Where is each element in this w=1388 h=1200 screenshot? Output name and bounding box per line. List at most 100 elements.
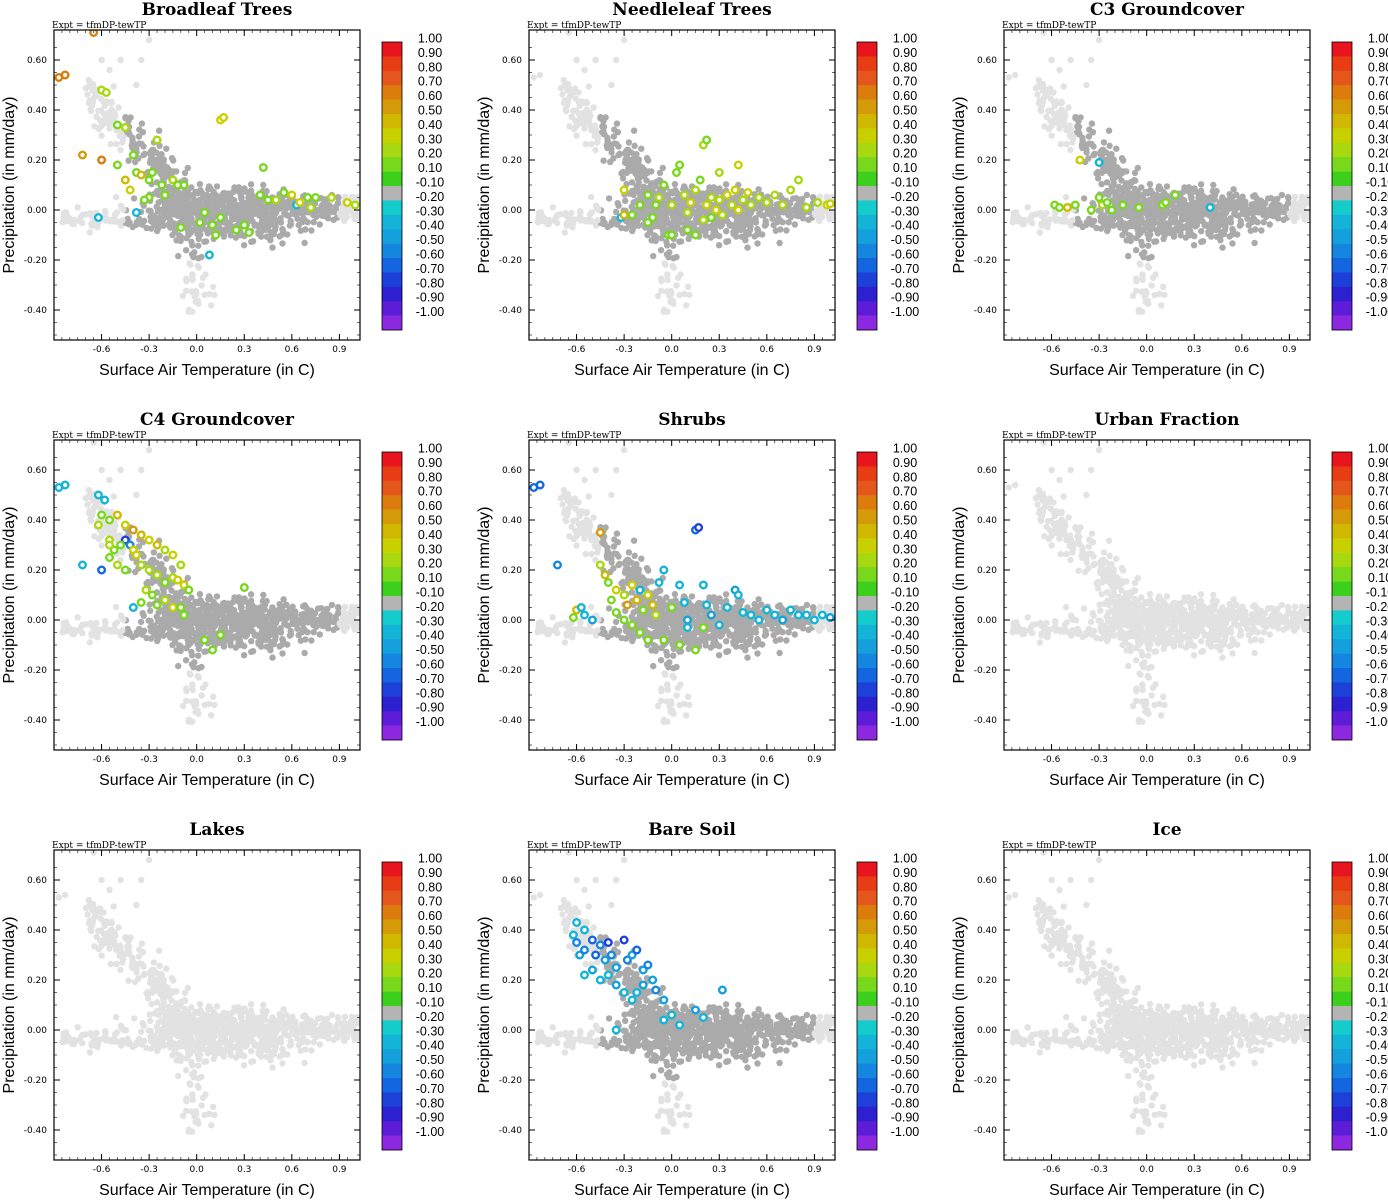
colorbar-box bbox=[857, 42, 877, 57]
background-point bbox=[1280, 216, 1287, 223]
highlighted-point bbox=[698, 215, 708, 225]
background-point bbox=[1198, 228, 1205, 235]
background-point bbox=[1138, 238, 1145, 246]
experiment-label: Expt = tfmDP-tewTP bbox=[52, 21, 146, 31]
background-point bbox=[1069, 135, 1077, 142]
colorbar-label: -0.10 bbox=[891, 176, 920, 190]
background-point bbox=[136, 217, 143, 224]
panel-title: C3 Groundcover bbox=[1090, 0, 1245, 20]
background-point bbox=[110, 83, 117, 90]
y-tick-label: 0.00 bbox=[977, 206, 997, 216]
background-point bbox=[658, 203, 666, 211]
background-point bbox=[183, 220, 190, 227]
background-point bbox=[1199, 238, 1207, 245]
highlighted-point bbox=[651, 200, 661, 210]
background-point bbox=[249, 628, 256, 635]
background-point bbox=[247, 206, 254, 213]
background-point bbox=[1291, 193, 1299, 200]
colorbar-box bbox=[857, 128, 877, 144]
highlighted-point bbox=[176, 560, 186, 570]
highlighted-point bbox=[136, 170, 146, 180]
background-point bbox=[754, 227, 762, 234]
background-point bbox=[739, 224, 747, 231]
background-point bbox=[1011, 71, 1019, 79]
background-point bbox=[613, 56, 620, 64]
x-tick-label: 0.0 bbox=[190, 755, 205, 765]
highlighted-point bbox=[679, 190, 689, 200]
y-tick-label: -0.20 bbox=[499, 256, 523, 266]
background-point bbox=[136, 140, 143, 147]
colorbar-box bbox=[382, 315, 402, 331]
highlighted-point bbox=[112, 160, 122, 170]
background-point bbox=[82, 621, 89, 628]
colorbar-label: 0.40 bbox=[893, 118, 917, 132]
background-point bbox=[1036, 97, 1043, 104]
background-point bbox=[803, 191, 811, 199]
background-point bbox=[269, 604, 276, 611]
background-point bbox=[581, 66, 588, 74]
background-point bbox=[240, 242, 248, 249]
background-point bbox=[1113, 145, 1120, 152]
background-point bbox=[658, 220, 665, 227]
background-point bbox=[1194, 190, 1202, 197]
background-point bbox=[136, 627, 143, 634]
highlighted-point bbox=[714, 195, 724, 205]
colorbar-label: 1.00 bbox=[893, 32, 917, 46]
background-point bbox=[539, 218, 546, 225]
background-point bbox=[1266, 221, 1273, 228]
colorbar-label: -0.70 bbox=[891, 262, 920, 276]
background-point bbox=[300, 610, 308, 618]
background-point bbox=[633, 183, 640, 190]
highlighted-point bbox=[786, 185, 796, 195]
background-point bbox=[535, 209, 542, 217]
background-point bbox=[755, 186, 762, 193]
background-point bbox=[150, 622, 158, 629]
background-point bbox=[223, 636, 230, 644]
background-point bbox=[183, 697, 190, 704]
y-tick-label: 0.00 bbox=[502, 206, 522, 216]
background-point bbox=[1049, 120, 1057, 128]
highlighted-point bbox=[160, 595, 170, 605]
background-point bbox=[1164, 209, 1171, 216]
highlighted-point bbox=[1205, 202, 1215, 212]
background-point bbox=[145, 446, 153, 454]
highlighted-point bbox=[195, 217, 205, 227]
background-point bbox=[209, 693, 217, 700]
background-point bbox=[341, 615, 348, 622]
background-point bbox=[301, 239, 308, 247]
background-point bbox=[1141, 249, 1148, 256]
background-point bbox=[586, 121, 593, 129]
background-point bbox=[86, 97, 94, 104]
background-point bbox=[1145, 255, 1152, 262]
highlighted-point bbox=[120, 175, 130, 185]
highlighted-point bbox=[179, 180, 189, 190]
background-point bbox=[619, 168, 627, 176]
background-point bbox=[1010, 209, 1017, 217]
background-point bbox=[664, 308, 671, 315]
highlighted-point bbox=[1094, 192, 1104, 202]
background-point bbox=[745, 214, 753, 221]
background-point bbox=[1052, 217, 1059, 224]
highlighted-point bbox=[746, 200, 756, 210]
background-point bbox=[744, 244, 751, 251]
highlighted-point bbox=[152, 135, 162, 145]
colorbar-label: -1.00 bbox=[416, 305, 445, 319]
background-point bbox=[102, 208, 109, 215]
background-point bbox=[1247, 207, 1254, 214]
background-point bbox=[177, 647, 184, 655]
background-point bbox=[183, 685, 190, 692]
background-point bbox=[251, 604, 258, 611]
background-point bbox=[138, 56, 145, 64]
colorbar-box bbox=[382, 157, 402, 172]
background-point bbox=[157, 165, 164, 172]
background-point bbox=[1105, 127, 1113, 134]
background-point bbox=[657, 247, 665, 254]
background-point bbox=[698, 226, 705, 234]
colorbar-label: -0.30 bbox=[416, 204, 445, 218]
highlighted-point bbox=[104, 552, 114, 562]
background-point bbox=[98, 542, 105, 549]
background-point bbox=[559, 91, 566, 98]
colorbar-label: 0.50 bbox=[1368, 104, 1388, 118]
background-point bbox=[577, 217, 584, 224]
highlighted-point bbox=[173, 575, 183, 585]
